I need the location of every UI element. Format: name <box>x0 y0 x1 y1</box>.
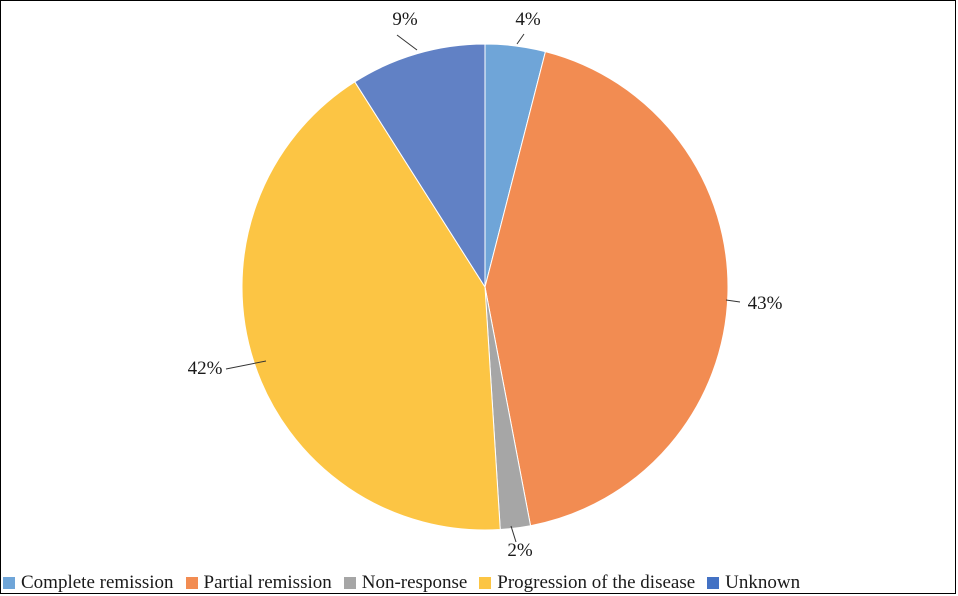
legend-swatch <box>185 577 198 589</box>
legend-item-progression: Progression of the disease <box>479 572 695 594</box>
legend-label: Progression of the disease <box>497 572 696 593</box>
data-label-complete-remission: 4% <box>515 9 541 30</box>
data-label-partial-remission: 43% <box>748 293 783 314</box>
leader-line-unknown <box>396 34 418 51</box>
data-label-progression: 42% <box>188 358 223 379</box>
legend-item-unknown: Unknown <box>707 572 800 594</box>
legend-label: Complete remission <box>21 572 174 593</box>
pie-slice-unknown <box>354 43 486 289</box>
legend-swatch <box>479 577 492 589</box>
legend-swatch <box>707 577 720 589</box>
legend-swatch <box>343 577 356 589</box>
pie-slices <box>241 43 729 531</box>
legend-item-partial-remission: Partial remission <box>185 572 332 594</box>
leader-line-partial-remission <box>725 299 741 303</box>
data-label-unknown: 9% <box>392 9 418 30</box>
legend-label: Unknown <box>725 572 801 593</box>
pie-slice-partial-remission <box>484 51 729 527</box>
leader-line-complete-remission <box>516 33 525 45</box>
legend-item-non-response: Non-response <box>343 572 468 594</box>
legend-label: Partial remission <box>203 572 332 593</box>
data-labels: 4% 43% 2% 42% 9% <box>188 9 783 561</box>
pie-slice-progression <box>241 81 501 531</box>
data-label-non-response: 2% <box>507 540 533 561</box>
legend-swatch <box>3 577 15 589</box>
chart-legend: Complete remission Partial remission Non… <box>3 571 812 595</box>
legend-label: Non-response <box>361 572 468 593</box>
leader-lines <box>225 33 741 543</box>
leader-line-progression <box>225 360 267 370</box>
legend-item-complete-remission: Complete remission <box>3 572 174 594</box>
leader-line-non-response <box>510 525 517 543</box>
